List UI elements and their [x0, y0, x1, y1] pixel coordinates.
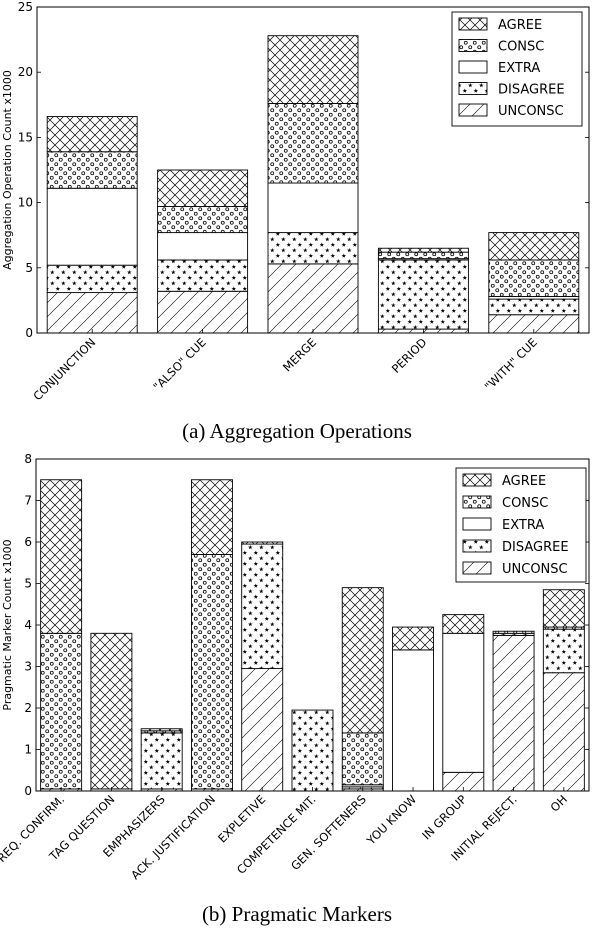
y-tick-label: 0: [24, 784, 32, 798]
plot-frame: [35, 458, 590, 792]
legend-swatch-agree: [462, 473, 492, 487]
bar-segment-unconsc-also-cue: [157, 290, 249, 334]
legend-swatch-disagree: [458, 82, 488, 95]
legend-swatch-unconsc: [462, 561, 492, 575]
y-tick-label: 3: [24, 660, 32, 674]
caption-pragmatic-markers: (b) Pragmatic Markers: [201, 902, 393, 926]
y-axis-label: Aggregation Operation Count x1000: [1, 70, 14, 270]
bar-segment-agree-conjunction: [46, 116, 138, 153]
bar-segment-disagree-oh: [542, 628, 585, 674]
aggregation-operations-chart: Aggregation Operation Count x1000 0 5 10 15 2…: [1, 0, 590, 403]
legend-swatch-unconsc: [458, 103, 488, 117]
bar-segment-unconsc-conjunction: [46, 292, 138, 334]
bar-segment-agree-req-confirm: [40, 479, 83, 634]
bar-segment-agree-gen-softeners: [341, 587, 384, 734]
bar-segment-consc-req-confirm: [40, 632, 83, 790]
x-tick-label-you-know: YOU KNOW: [363, 792, 419, 848]
x-tick-label-merge: MERGE: [280, 335, 319, 374]
bar-segment-disagree-period: [377, 259, 469, 330]
bar-segment-agree-period: [377, 247, 469, 253]
y-tick-label: 5: [24, 577, 32, 591]
caption-aggregation-operations: (a) Aggregation Operations: [182, 419, 412, 443]
legend-label-extra: EXTRA: [502, 518, 544, 533]
y-tick-label: 15: [18, 130, 33, 144]
legend: AGREE CONSC EXTRA DISAGREE UNCONSC: [455, 467, 587, 583]
bar-segment-agree-tag-question: [90, 632, 133, 790]
bar-segment-consc-with-cue: [488, 259, 580, 297]
bar-segment-disagree-conjunction: [46, 264, 138, 294]
bar-segment-consc-ack-justification: [190, 554, 233, 790]
bar-segment-unconsc-expletive: [241, 668, 284, 792]
y-axis-label: Pragmatic Marker Count x1000: [1, 539, 14, 710]
bar-segment-agree-emphasizers: [140, 728, 183, 732]
bar-segment-unconsc-initial-reject: [492, 634, 535, 792]
bar-segment-agree-merge: [267, 35, 359, 104]
legend-swatch-extra: [458, 60, 488, 74]
y-tick-label: 6: [24, 535, 32, 549]
bar-segment-agree-you-know: [392, 626, 434, 651]
legend-label-extra: EXTRA: [498, 61, 540, 76]
bar-segment-extra-conjunction: [46, 187, 138, 266]
bar-segment-consc-also-cue: [157, 206, 249, 234]
x-tick-label-in-group: IN GROUP: [419, 792, 469, 842]
y-tick-label: 25: [18, 0, 33, 14]
bar-segment-consc-gen-softeners: [341, 732, 384, 786]
legend-label-unconsc: UNCONSC: [502, 562, 568, 577]
bar-segment-extra-merge: [267, 182, 359, 234]
bar-segment-agree-with-cue: [488, 232, 580, 261]
y-tick-label: 1: [24, 743, 32, 757]
bar-segment-consc-period: [377, 251, 469, 260]
plot-frame: [36, 6, 590, 334]
legend: AGREE CONSC EXTRA DISAGREE UNCONSC: [451, 11, 583, 127]
y-tick-label: 2: [24, 701, 32, 715]
legend-swatch-consc: [458, 39, 488, 52]
bar-segment-disagree-with-cue: [488, 298, 580, 316]
legend-label-disagree: DISAGREE: [502, 540, 569, 555]
bar-segment-agree-expletive: [241, 541, 284, 545]
bar-segment-agree-oh: [542, 589, 585, 628]
bar-segment-consc-merge: [267, 103, 359, 184]
legend-label-consc: CONSC: [498, 40, 544, 55]
bar-segment-disagree-merge: [267, 232, 359, 265]
bar-segment-agree-also-cue: [157, 169, 249, 207]
y-tick-label: 4: [24, 618, 32, 632]
y-tick-label: 7: [24, 494, 32, 508]
x-tick-label-ack-justification: ACK. JUSTIFICATION: [128, 792, 218, 882]
bar-segment-consc-initial-reject: [492, 630, 535, 634]
bar-segment-disagree-emphasizers: [140, 732, 183, 790]
legend-swatch-agree: [458, 17, 488, 31]
y-tick-label: 10: [18, 196, 33, 210]
pragmatic-markers-chart: Pragmatic Marker Count x1000012345678REQ…: [0, 452, 590, 882]
x-tick-label-conjunction: CONJUNCTION: [30, 335, 98, 403]
bar-segment-disagree-competence-mit: [291, 709, 334, 792]
legend-label-agree: AGREE: [498, 18, 542, 33]
bar-segment-agree-in-group: [442, 614, 485, 634]
bar-segment-extra-in-group: [442, 632, 485, 773]
legend-swatch-consc: [462, 495, 492, 509]
legend-label-unconsc: UNCONSC: [498, 104, 564, 119]
bar-segment-unconsc-merge: [267, 263, 359, 334]
legend-swatch-extra: [462, 517, 492, 531]
x-tick-label-with-cue: "WITH" CUE: [482, 335, 540, 393]
legend-label-agree: AGREE: [502, 474, 546, 489]
x-tick-label-oh: OH: [548, 792, 570, 814]
legend-swatch-disagree: [462, 539, 492, 553]
y-tick-label: 8: [24, 452, 32, 466]
bar-segment-unconsc-oh: [542, 672, 585, 792]
legend-label-disagree: DISAGREE: [498, 83, 565, 98]
legend-label-consc: CONSC: [502, 496, 548, 511]
bar-segment-disagree-also-cue: [157, 259, 249, 292]
bar-segment-extra-also-cue: [157, 232, 249, 261]
x-tick-label-period: PERIOD: [389, 335, 430, 376]
x-tick-label-also-cue: "ALSO" CUE: [150, 335, 208, 393]
bar-segment-consc-conjunction: [46, 151, 138, 189]
bar-segment-extra-you-know: [392, 649, 434, 792]
y-tick-label: 20: [18, 65, 33, 79]
bar-segment-agree-ack-justification: [190, 479, 233, 555]
x-tick-label-expletive: EXPLETIVE: [215, 792, 268, 845]
bar-segment-disagree-expletive: [241, 543, 284, 670]
y-tick-label: 0: [25, 326, 33, 340]
y-tick-label: 5: [25, 261, 33, 275]
